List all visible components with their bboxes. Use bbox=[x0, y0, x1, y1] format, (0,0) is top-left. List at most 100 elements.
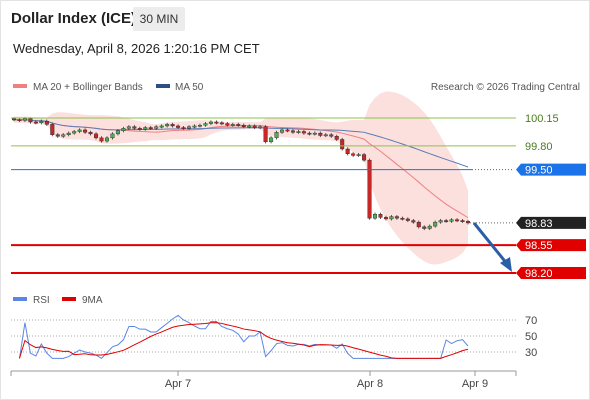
candle-body bbox=[143, 127, 148, 130]
candle-body bbox=[258, 126, 263, 129]
bollinger-band bbox=[14, 91, 468, 265]
timeframe-button[interactable]: 30 MIN bbox=[133, 7, 185, 31]
candle-body bbox=[367, 159, 372, 219]
pivot-level-label: 99.50 bbox=[525, 165, 553, 177]
candle-body bbox=[39, 120, 44, 123]
ma9-legend-swatch bbox=[62, 297, 76, 301]
ma20-legend-label: MA 20 + Bollinger Bands bbox=[33, 82, 143, 93]
candle-body bbox=[389, 216, 394, 220]
candle-body bbox=[329, 134, 334, 137]
candle-body bbox=[345, 148, 350, 154]
candle-body bbox=[83, 129, 88, 133]
candle-body bbox=[290, 130, 295, 133]
candle-body bbox=[159, 125, 164, 128]
candle-body bbox=[88, 132, 93, 135]
rsi-line bbox=[18, 314, 469, 360]
candle-body bbox=[416, 221, 421, 228]
ma20-legend-swatch bbox=[13, 84, 27, 88]
candle-body bbox=[99, 137, 104, 142]
candle-body bbox=[176, 125, 181, 128]
candle-body bbox=[170, 124, 175, 127]
candle-body bbox=[181, 127, 186, 129]
candle-body bbox=[444, 220, 449, 222]
candle-body bbox=[22, 118, 27, 121]
candle-body bbox=[285, 129, 290, 132]
price-layer bbox=[11, 91, 471, 265]
ma9-legend-label: 9MA bbox=[82, 295, 103, 306]
candle-body bbox=[50, 124, 55, 135]
candle-body bbox=[362, 154, 367, 161]
rsi-ma9-line bbox=[18, 322, 469, 359]
candle-body bbox=[411, 220, 416, 223]
candle-body bbox=[126, 126, 131, 129]
candle-body bbox=[301, 131, 306, 134]
candle-body bbox=[296, 131, 301, 133]
candle-body bbox=[236, 124, 241, 126]
rsi-legend-label: RSI bbox=[33, 295, 50, 306]
x-tick-label: Apr 7 bbox=[165, 378, 191, 390]
candle-body bbox=[72, 131, 77, 134]
candle-body bbox=[17, 119, 22, 121]
ma50-legend-swatch bbox=[156, 84, 170, 88]
rsi-tick-label: 50 bbox=[525, 331, 537, 343]
candle-body bbox=[312, 132, 317, 135]
candle-body bbox=[208, 121, 213, 124]
current-price-tag-tag bbox=[516, 216, 586, 229]
candle-body bbox=[165, 124, 170, 127]
candle-body bbox=[225, 123, 230, 126]
candle-body bbox=[219, 122, 224, 125]
candle-body bbox=[132, 126, 137, 129]
candle-body bbox=[192, 125, 197, 128]
candle-body bbox=[187, 126, 192, 129]
candle-body bbox=[318, 132, 323, 136]
candle-body bbox=[137, 128, 142, 130]
resistance-level-label: 99.80 bbox=[525, 141, 553, 153]
candle-body bbox=[394, 216, 399, 219]
candle-body bbox=[438, 220, 443, 223]
candle-body bbox=[61, 134, 66, 137]
forecast-arrow bbox=[472, 222, 512, 272]
candle-body bbox=[466, 221, 471, 224]
candle-body bbox=[307, 132, 312, 135]
candle-body bbox=[405, 218, 410, 221]
x-tick-label: Apr 8 bbox=[357, 378, 383, 390]
candle-body bbox=[323, 134, 328, 137]
candle-body bbox=[66, 132, 71, 135]
candle-body bbox=[203, 123, 208, 126]
candle-body bbox=[252, 125, 257, 128]
candle-body bbox=[121, 128, 126, 131]
rsi-tick-label: 70 bbox=[525, 315, 537, 327]
ma50-legend-label: MA 50 bbox=[175, 82, 204, 93]
candle-body bbox=[269, 137, 274, 143]
candle-body bbox=[33, 121, 38, 124]
candle-body bbox=[28, 118, 33, 123]
support-level-label: 98.20 bbox=[525, 268, 553, 280]
page-title: Dollar Index (ICE) bbox=[11, 10, 137, 27]
support-level-tag bbox=[516, 239, 586, 252]
rsi-tick-label: 30 bbox=[525, 347, 537, 359]
candle-body bbox=[400, 217, 405, 220]
x-axis: Apr 7 Apr 8 Apr 9 bbox=[10, 371, 517, 390]
candle-body bbox=[154, 126, 159, 129]
candle-body bbox=[378, 213, 383, 218]
current-price-tag-label: 98.83 bbox=[525, 218, 553, 230]
candle-body bbox=[340, 139, 345, 150]
candle-body bbox=[94, 133, 99, 139]
candle-body bbox=[373, 213, 378, 219]
credit-label: Research © 2026 Trading Central bbox=[431, 82, 580, 93]
candle-body bbox=[383, 217, 388, 220]
candle-body bbox=[351, 153, 356, 156]
candle-body bbox=[104, 137, 109, 142]
candle-body bbox=[460, 220, 465, 222]
candle-body bbox=[230, 124, 235, 126]
candle-body bbox=[115, 130, 120, 135]
candle-body bbox=[77, 129, 82, 132]
candle-body bbox=[11, 118, 16, 121]
level-layer: 100.15 99.80 99.50 98.83 98.55 98.20 bbox=[11, 113, 586, 280]
support-level-label: 98.55 bbox=[525, 240, 553, 252]
candle-body bbox=[44, 120, 49, 125]
rsi-legend-swatch bbox=[13, 297, 27, 301]
candle-body bbox=[280, 129, 285, 133]
